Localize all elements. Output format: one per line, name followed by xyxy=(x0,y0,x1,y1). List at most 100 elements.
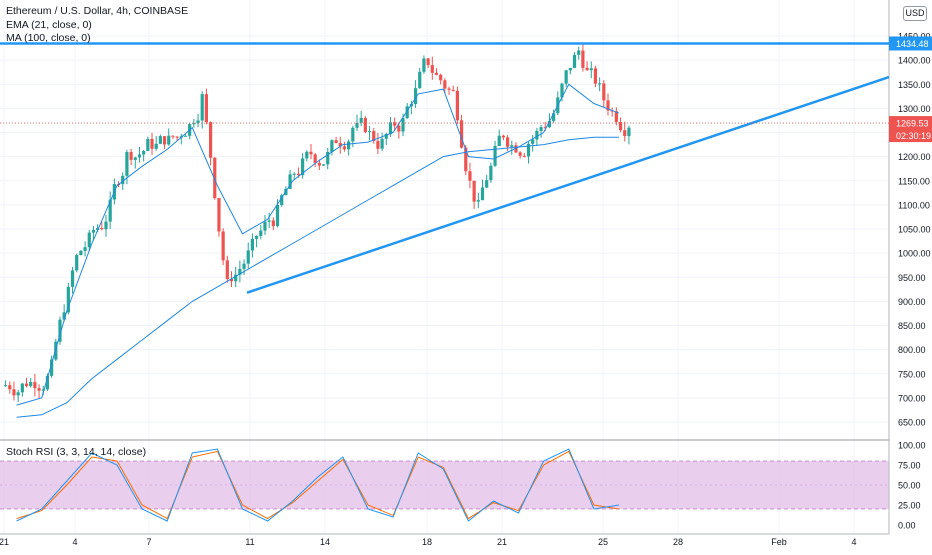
candle-body xyxy=(259,230,263,236)
candle-body xyxy=(501,135,506,138)
candle-body xyxy=(526,143,531,157)
candle-body xyxy=(16,392,20,396)
last-price-label: 1269.53 xyxy=(896,119,929,129)
candle-body xyxy=(577,50,581,55)
candle-body xyxy=(388,122,393,134)
candle-body xyxy=(439,74,443,81)
candle-body xyxy=(104,221,108,230)
candle-body xyxy=(543,127,547,129)
candle-body xyxy=(242,263,246,269)
candle-body xyxy=(292,173,296,175)
candle-body xyxy=(305,151,309,159)
candle-body xyxy=(50,359,54,376)
stoch-tick-label: 75.00 xyxy=(898,461,921,471)
candle-body xyxy=(150,138,154,149)
candle-body xyxy=(41,389,45,391)
candle-body xyxy=(137,154,142,158)
candle-body xyxy=(367,131,372,133)
time-tick-label: 21 xyxy=(0,537,9,547)
candle-body xyxy=(204,94,208,123)
candle-body xyxy=(397,125,401,132)
candle-body xyxy=(585,67,589,71)
candle-body xyxy=(301,158,305,176)
price-tick-label: 750.00 xyxy=(898,369,926,379)
time-tick-label: 4 xyxy=(72,537,77,547)
candle-body xyxy=(384,133,388,139)
candle-body xyxy=(326,151,330,165)
time-tick-label: 11 xyxy=(245,537,254,547)
candle-body xyxy=(125,152,129,176)
candle-body xyxy=(313,154,317,163)
candle-body xyxy=(539,127,543,131)
symbol-title: Ethereum / U.S. Dollar, 4h, COINBASE xyxy=(6,5,189,17)
candle-body xyxy=(96,227,100,230)
candle-body xyxy=(133,157,137,160)
ema-legend: EMA (21, close, 0) xyxy=(6,19,92,31)
candle-body xyxy=(547,120,552,128)
last-price-tag xyxy=(889,116,932,143)
candle-body xyxy=(359,118,363,123)
candle-body xyxy=(167,135,171,145)
candle-body xyxy=(422,58,426,72)
candle-body xyxy=(518,152,522,156)
time-tick-label: 7 xyxy=(146,537,151,547)
time-tick-label: 4 xyxy=(851,537,856,547)
candle-body xyxy=(372,131,376,141)
candle-body xyxy=(468,171,472,181)
candle-body xyxy=(246,250,250,264)
stoch-tick-label: 100.00 xyxy=(898,441,926,451)
candle-body xyxy=(451,89,455,91)
candle-body xyxy=(489,165,493,181)
support-trendline xyxy=(246,75,890,294)
candle-body xyxy=(401,118,405,132)
price-tick-label: 850.00 xyxy=(898,321,926,331)
candle-body xyxy=(66,286,70,313)
price-tick-label: 650.00 xyxy=(898,418,926,428)
stoch-tick-label: 0.00 xyxy=(898,521,916,531)
candle-body xyxy=(522,155,526,157)
candle-body xyxy=(330,140,334,152)
candle-body xyxy=(598,83,602,85)
candle-body xyxy=(560,83,564,98)
currency-button[interactable]: USD xyxy=(903,6,927,21)
candle-body xyxy=(464,147,468,172)
candle-body xyxy=(593,68,598,84)
candle-body xyxy=(108,199,112,222)
candle-body xyxy=(175,136,179,138)
candle-body xyxy=(552,113,556,121)
price-tick-label: 1000.00 xyxy=(898,249,931,259)
candle-body xyxy=(12,389,16,396)
candle-body xyxy=(288,174,292,189)
candle-body xyxy=(58,319,62,342)
price-tick-label: 900.00 xyxy=(898,297,926,307)
time-tick-label: 18 xyxy=(422,537,432,547)
candle-body xyxy=(171,135,175,137)
time-tick-label: Feb xyxy=(771,537,787,547)
candle-body xyxy=(45,375,50,390)
candle-body xyxy=(129,152,133,160)
candle-body xyxy=(434,72,439,75)
price-tick-label: 800.00 xyxy=(898,345,926,355)
candle-body xyxy=(564,70,568,84)
candle-body xyxy=(589,68,593,71)
candle-body xyxy=(342,146,347,150)
candle-body xyxy=(405,106,409,119)
price-tick-label: 1150.00 xyxy=(898,176,930,186)
candle-body xyxy=(459,120,464,148)
candle-body xyxy=(267,220,271,222)
candle-body xyxy=(263,221,267,231)
candle-body xyxy=(37,388,41,391)
candle-body xyxy=(91,229,96,233)
candle-body xyxy=(480,187,485,201)
candle-body xyxy=(146,138,150,151)
candle-body xyxy=(183,135,188,137)
candle-body xyxy=(602,83,606,101)
candle-body xyxy=(309,151,313,155)
candle-body xyxy=(413,88,418,105)
stoch-tick-label: 25.00 xyxy=(898,501,921,511)
candle-body xyxy=(572,54,577,68)
candle-body xyxy=(430,65,434,73)
